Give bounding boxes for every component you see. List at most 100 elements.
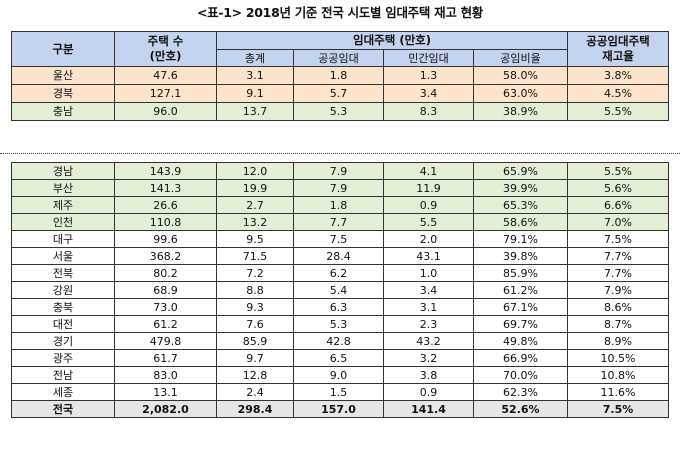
ratio-cell: 52.6% bbox=[473, 400, 568, 418]
region-cell: 인천 bbox=[11, 213, 115, 231]
housing-cell: 2,082.0 bbox=[114, 400, 217, 418]
table-row: 대전 61.2 7.6 5.3 2.3 69.7% 8.7% bbox=[11, 315, 669, 333]
public-cell: 157.0 bbox=[293, 400, 384, 418]
public-cell: 28.4 bbox=[293, 247, 384, 265]
private-cell: 3.2 bbox=[383, 349, 474, 367]
public-cell: 1.8 bbox=[293, 196, 384, 214]
rate-cell: 6.6% bbox=[567, 196, 669, 214]
header-housing-count-label: 주택 수 bbox=[147, 34, 184, 48]
public-cell: 5.3 bbox=[293, 315, 384, 333]
total-cell: 2.4 bbox=[216, 383, 294, 401]
header-stock-rate-line1: 공공임대주택 bbox=[586, 34, 650, 48]
rate-cell: 8.6% bbox=[567, 298, 669, 316]
table-row: 울산 47.6 3.1 1.8 1.3 58.0% 3.8% bbox=[11, 66, 669, 85]
region-cell: 제주 bbox=[11, 196, 115, 214]
table-row: 충북 73.0 9.3 6.3 3.1 67.1% 8.6% bbox=[11, 298, 669, 316]
header-rental-group: 임대주택 (만호) bbox=[216, 31, 568, 50]
table-row: 대구 99.6 9.5 7.5 2.0 79.1% 7.5% bbox=[11, 230, 669, 248]
public-cell: 6.2 bbox=[293, 264, 384, 282]
private-cell: 43.2 bbox=[383, 332, 474, 350]
header-total: 총계 bbox=[216, 49, 294, 67]
table-row: 강원 68.9 8.8 5.4 3.4 61.2% 7.9% bbox=[11, 281, 669, 299]
private-cell: 0.9 bbox=[383, 196, 474, 214]
ratio-cell: 58.0% bbox=[473, 66, 568, 85]
region-cell: 충남 bbox=[11, 102, 115, 121]
region-cell: 대구 bbox=[11, 230, 115, 248]
total-cell: 9.7 bbox=[216, 349, 294, 367]
housing-cell: 110.8 bbox=[114, 213, 217, 231]
table-row: 제주 26.6 2.7 1.8 0.9 65.3% 6.6% bbox=[11, 196, 669, 214]
header-gubun: 구분 bbox=[11, 31, 115, 67]
ratio-cell: 79.1% bbox=[473, 230, 568, 248]
private-cell: 141.4 bbox=[383, 400, 474, 418]
private-cell: 3.8 bbox=[383, 366, 474, 384]
rate-cell: 8.7% bbox=[567, 315, 669, 333]
housing-cell: 47.6 bbox=[114, 66, 217, 85]
public-cell: 42.8 bbox=[293, 332, 384, 350]
total-cell: 13.2 bbox=[216, 213, 294, 231]
total-cell: 85.9 bbox=[216, 332, 294, 350]
region-cell: 전국 bbox=[11, 400, 115, 418]
ratio-cell: 38.9% bbox=[473, 102, 568, 121]
ratio-cell: 65.3% bbox=[473, 196, 568, 214]
rate-cell: 4.5% bbox=[567, 84, 669, 103]
ratio-cell: 39.9% bbox=[473, 179, 568, 197]
rate-cell: 5.6% bbox=[567, 179, 669, 197]
region-cell: 서울 bbox=[11, 247, 115, 265]
region-cell: 부산 bbox=[11, 179, 115, 197]
region-cell: 울산 bbox=[11, 66, 115, 85]
section-divider bbox=[0, 153, 680, 154]
ratio-cell: 58.6% bbox=[473, 213, 568, 231]
region-cell: 경남 bbox=[11, 162, 115, 180]
table-title: <표-1> 2018년 기준 전국 시도별 임대주택 재고 현황 bbox=[197, 5, 483, 20]
public-cell: 1.5 bbox=[293, 383, 384, 401]
summary-table-bottom: 경남 143.9 12.0 7.9 4.1 65.9% 5.5% 부산 141.3 19.9 7.9… bbox=[11, 162, 669, 418]
table-row: 세종 13.1 2.4 1.5 0.9 62.3% 11.6% bbox=[11, 383, 669, 401]
public-cell: 5.3 bbox=[293, 102, 384, 121]
ratio-cell: 65.9% bbox=[473, 162, 568, 180]
ratio-cell: 66.9% bbox=[473, 349, 568, 367]
public-cell: 7.7 bbox=[293, 213, 384, 231]
private-cell: 4.1 bbox=[383, 162, 474, 180]
total-cell: 7.6 bbox=[216, 315, 294, 333]
rate-cell: 7.7% bbox=[567, 264, 669, 282]
public-cell: 7.9 bbox=[293, 179, 384, 197]
public-cell: 6.3 bbox=[293, 298, 384, 316]
total-cell: 8.8 bbox=[216, 281, 294, 299]
housing-cell: 368.2 bbox=[114, 247, 217, 265]
region-cell: 강원 bbox=[11, 281, 115, 299]
ratio-cell: 85.9% bbox=[473, 264, 568, 282]
housing-cell: 141.3 bbox=[114, 179, 217, 197]
region-cell: 충북 bbox=[11, 298, 115, 316]
public-cell: 5.7 bbox=[293, 84, 384, 103]
rate-cell: 7.9% bbox=[567, 281, 669, 299]
table-row: 경북 127.1 9.1 5.7 3.4 63.0% 4.5% bbox=[11, 84, 669, 103]
table-row: 인천 110.8 13.2 7.7 5.5 58.6% 7.0% bbox=[11, 213, 669, 231]
ratio-cell: 69.7% bbox=[473, 315, 568, 333]
housing-cell: 61.7 bbox=[114, 349, 217, 367]
region-cell: 세종 bbox=[11, 383, 115, 401]
housing-cell: 68.9 bbox=[114, 281, 217, 299]
ratio-cell: 39.8% bbox=[473, 247, 568, 265]
public-cell: 6.5 bbox=[293, 349, 384, 367]
rate-cell: 11.6% bbox=[567, 383, 669, 401]
total-cell: 9.5 bbox=[216, 230, 294, 248]
housing-cell: 96.0 bbox=[114, 102, 217, 121]
housing-cell: 143.9 bbox=[114, 162, 217, 180]
housing-cell: 479.8 bbox=[114, 332, 217, 350]
table-row: 부산 141.3 19.9 7.9 11.9 39.9% 5.6% bbox=[11, 179, 669, 197]
ratio-cell: 49.8% bbox=[473, 332, 568, 350]
ratio-cell: 62.3% bbox=[473, 383, 568, 401]
total-cell: 2.7 bbox=[216, 196, 294, 214]
total-cell: 13.7 bbox=[216, 102, 294, 121]
table-row: 경남 143.9 12.0 7.9 4.1 65.9% 5.5% bbox=[11, 162, 669, 180]
ratio-cell: 67.1% bbox=[473, 298, 568, 316]
rate-cell: 5.5% bbox=[567, 102, 669, 121]
rate-cell: 5.5% bbox=[567, 162, 669, 180]
table-row: 전국 2,082.0 298.4 157.0 141.4 52.6% 7.5% bbox=[11, 400, 669, 418]
header-housing-count: 주택 수 (만호) bbox=[114, 31, 217, 67]
public-cell: 7.9 bbox=[293, 162, 384, 180]
housing-cell: 73.0 bbox=[114, 298, 217, 316]
public-cell: 9.0 bbox=[293, 366, 384, 384]
total-cell: 3.1 bbox=[216, 66, 294, 85]
